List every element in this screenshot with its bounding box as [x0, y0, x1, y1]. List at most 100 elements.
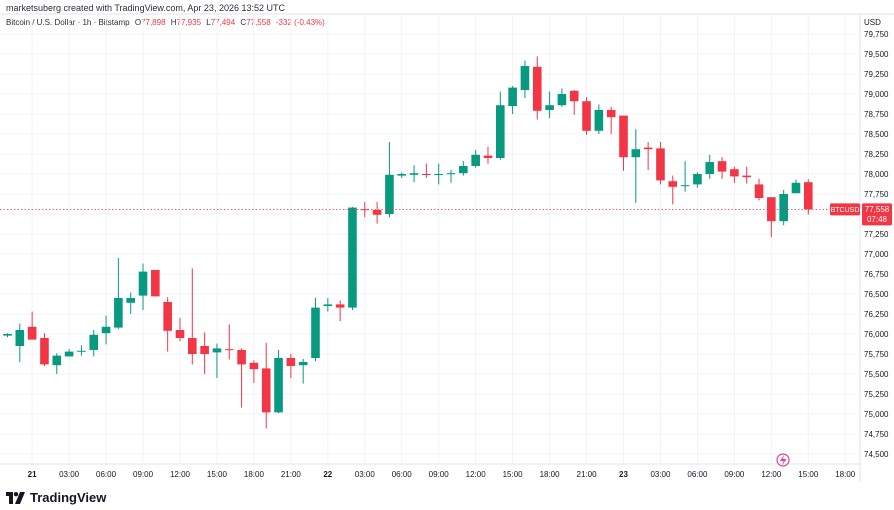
- candle-body: [545, 105, 554, 110]
- y-tick-label: 79,750: [864, 30, 889, 39]
- candle-body: [40, 338, 49, 365]
- candle: [545, 91, 554, 118]
- candle-body: [434, 174, 443, 175]
- candle: [680, 161, 690, 192]
- candle-body: [286, 358, 296, 366]
- y-tick-label: 78,000: [864, 170, 889, 179]
- y-tick-label: 75,750: [864, 350, 889, 359]
- candle: [557, 88, 567, 107]
- candle: [200, 332, 209, 374]
- last-price-tag: BTCUSD 77,558 07:48: [0, 203, 892, 226]
- x-tick-label: 12:00: [170, 470, 191, 479]
- x-tick-label: 23: [619, 470, 628, 479]
- y-tick-label: 78,250: [864, 150, 889, 159]
- price-axis[interactable]: USD 74,500 74,750 75,000 75,250 75,500 75,750 7…: [864, 18, 889, 459]
- candle: [422, 163, 431, 178]
- symbol-name: Bitcoin / U.S. Dollar · 1h · Bitstamp: [6, 18, 130, 27]
- ticker-label: BTCUSD: [831, 207, 860, 214]
- candle-body: [52, 355, 62, 366]
- candle-body: [619, 115, 628, 158]
- candle: [631, 129, 641, 203]
- ticker-label-box: [830, 203, 860, 216]
- candle-body: [200, 346, 209, 354]
- y-tick-label: 78,750: [864, 110, 889, 119]
- y-tick-label: 75,000: [864, 410, 889, 419]
- candle-body: [89, 334, 99, 350]
- candle: [693, 172, 702, 188]
- candle-body: [311, 307, 320, 358]
- x-tick-label: 12:00: [761, 470, 782, 479]
- candle-body: [471, 154, 480, 166]
- candle-body: [496, 105, 505, 158]
- y-tick-label: 75,500: [864, 370, 889, 379]
- candle: [298, 358, 308, 384]
- price-label-box: [862, 203, 892, 226]
- tradingview-logo[interactable]: TradingView: [6, 490, 106, 505]
- tradingview-logo-icon: [6, 491, 26, 504]
- x-tick-label: 03:00: [355, 470, 376, 479]
- x-tick-label: 15:00: [207, 470, 228, 479]
- candle: [471, 150, 480, 168]
- candle: [27, 311, 37, 340]
- candle: [446, 170, 456, 183]
- candle: [496, 91, 505, 160]
- lightning-icon[interactable]: [776, 453, 790, 467]
- x-tick-label: 21:00: [281, 470, 302, 479]
- candle: [372, 202, 382, 224]
- candle-body: [446, 173, 456, 175]
- candle-body: [212, 348, 222, 353]
- candle: [532, 56, 542, 120]
- candle-body: [508, 87, 517, 106]
- candle: [594, 104, 604, 134]
- candle-body: [680, 185, 690, 187]
- candle-body: [188, 338, 197, 354]
- candle: [606, 106, 616, 134]
- candle-body: [3, 334, 12, 336]
- y-tick-label: 78,500: [864, 130, 889, 139]
- candle: [151, 270, 160, 297]
- y-tick-label: 77,000: [864, 250, 889, 259]
- candle: [742, 166, 751, 184]
- grid-lines: [0, 13, 894, 482]
- candle-body: [754, 184, 764, 198]
- candle-body: [791, 182, 801, 194]
- candle-body: [705, 162, 715, 174]
- candle-body: [779, 194, 788, 222]
- candle: [3, 333, 12, 338]
- x-tick-label: 03:00: [59, 470, 80, 479]
- candle: [52, 353, 62, 374]
- candle-body: [385, 174, 394, 214]
- candle: [668, 175, 678, 205]
- candle-body: [459, 166, 468, 174]
- x-tick-label: 18:00: [244, 470, 265, 479]
- candle: [779, 190, 788, 226]
- candle: [804, 179, 813, 215]
- candle: [791, 179, 801, 194]
- x-tick-label: 22: [323, 470, 332, 479]
- y-tick-label: 77,250: [864, 230, 889, 239]
- candle: [249, 360, 259, 383]
- candle: [348, 206, 357, 310]
- time-axis[interactable]: 21 03:00 06:00 09:00 12:00 15:00 18:00 21:00 22 0…: [28, 470, 856, 479]
- candle: [261, 342, 271, 429]
- close-value: 77,558: [246, 18, 271, 27]
- candle: [311, 298, 320, 362]
- candle-body: [138, 271, 148, 296]
- low-value: 77,494: [210, 18, 236, 27]
- candle: [323, 298, 333, 312]
- candle: [126, 292, 135, 314]
- x-tick-label: 03:00: [650, 470, 671, 479]
- y-tick-label: 76,750: [864, 270, 889, 279]
- candle: [101, 315, 111, 345]
- candle: [385, 142, 394, 218]
- candle: [459, 161, 468, 176]
- candles-layer: [3, 56, 813, 429]
- candle-body: [557, 94, 567, 106]
- candle-body: [397, 174, 407, 176]
- candle-body: [372, 210, 382, 215]
- candle: [15, 323, 25, 362]
- candle-body: [151, 270, 160, 297]
- y-tick-label: 79,000: [864, 90, 889, 99]
- candle: [569, 90, 579, 115]
